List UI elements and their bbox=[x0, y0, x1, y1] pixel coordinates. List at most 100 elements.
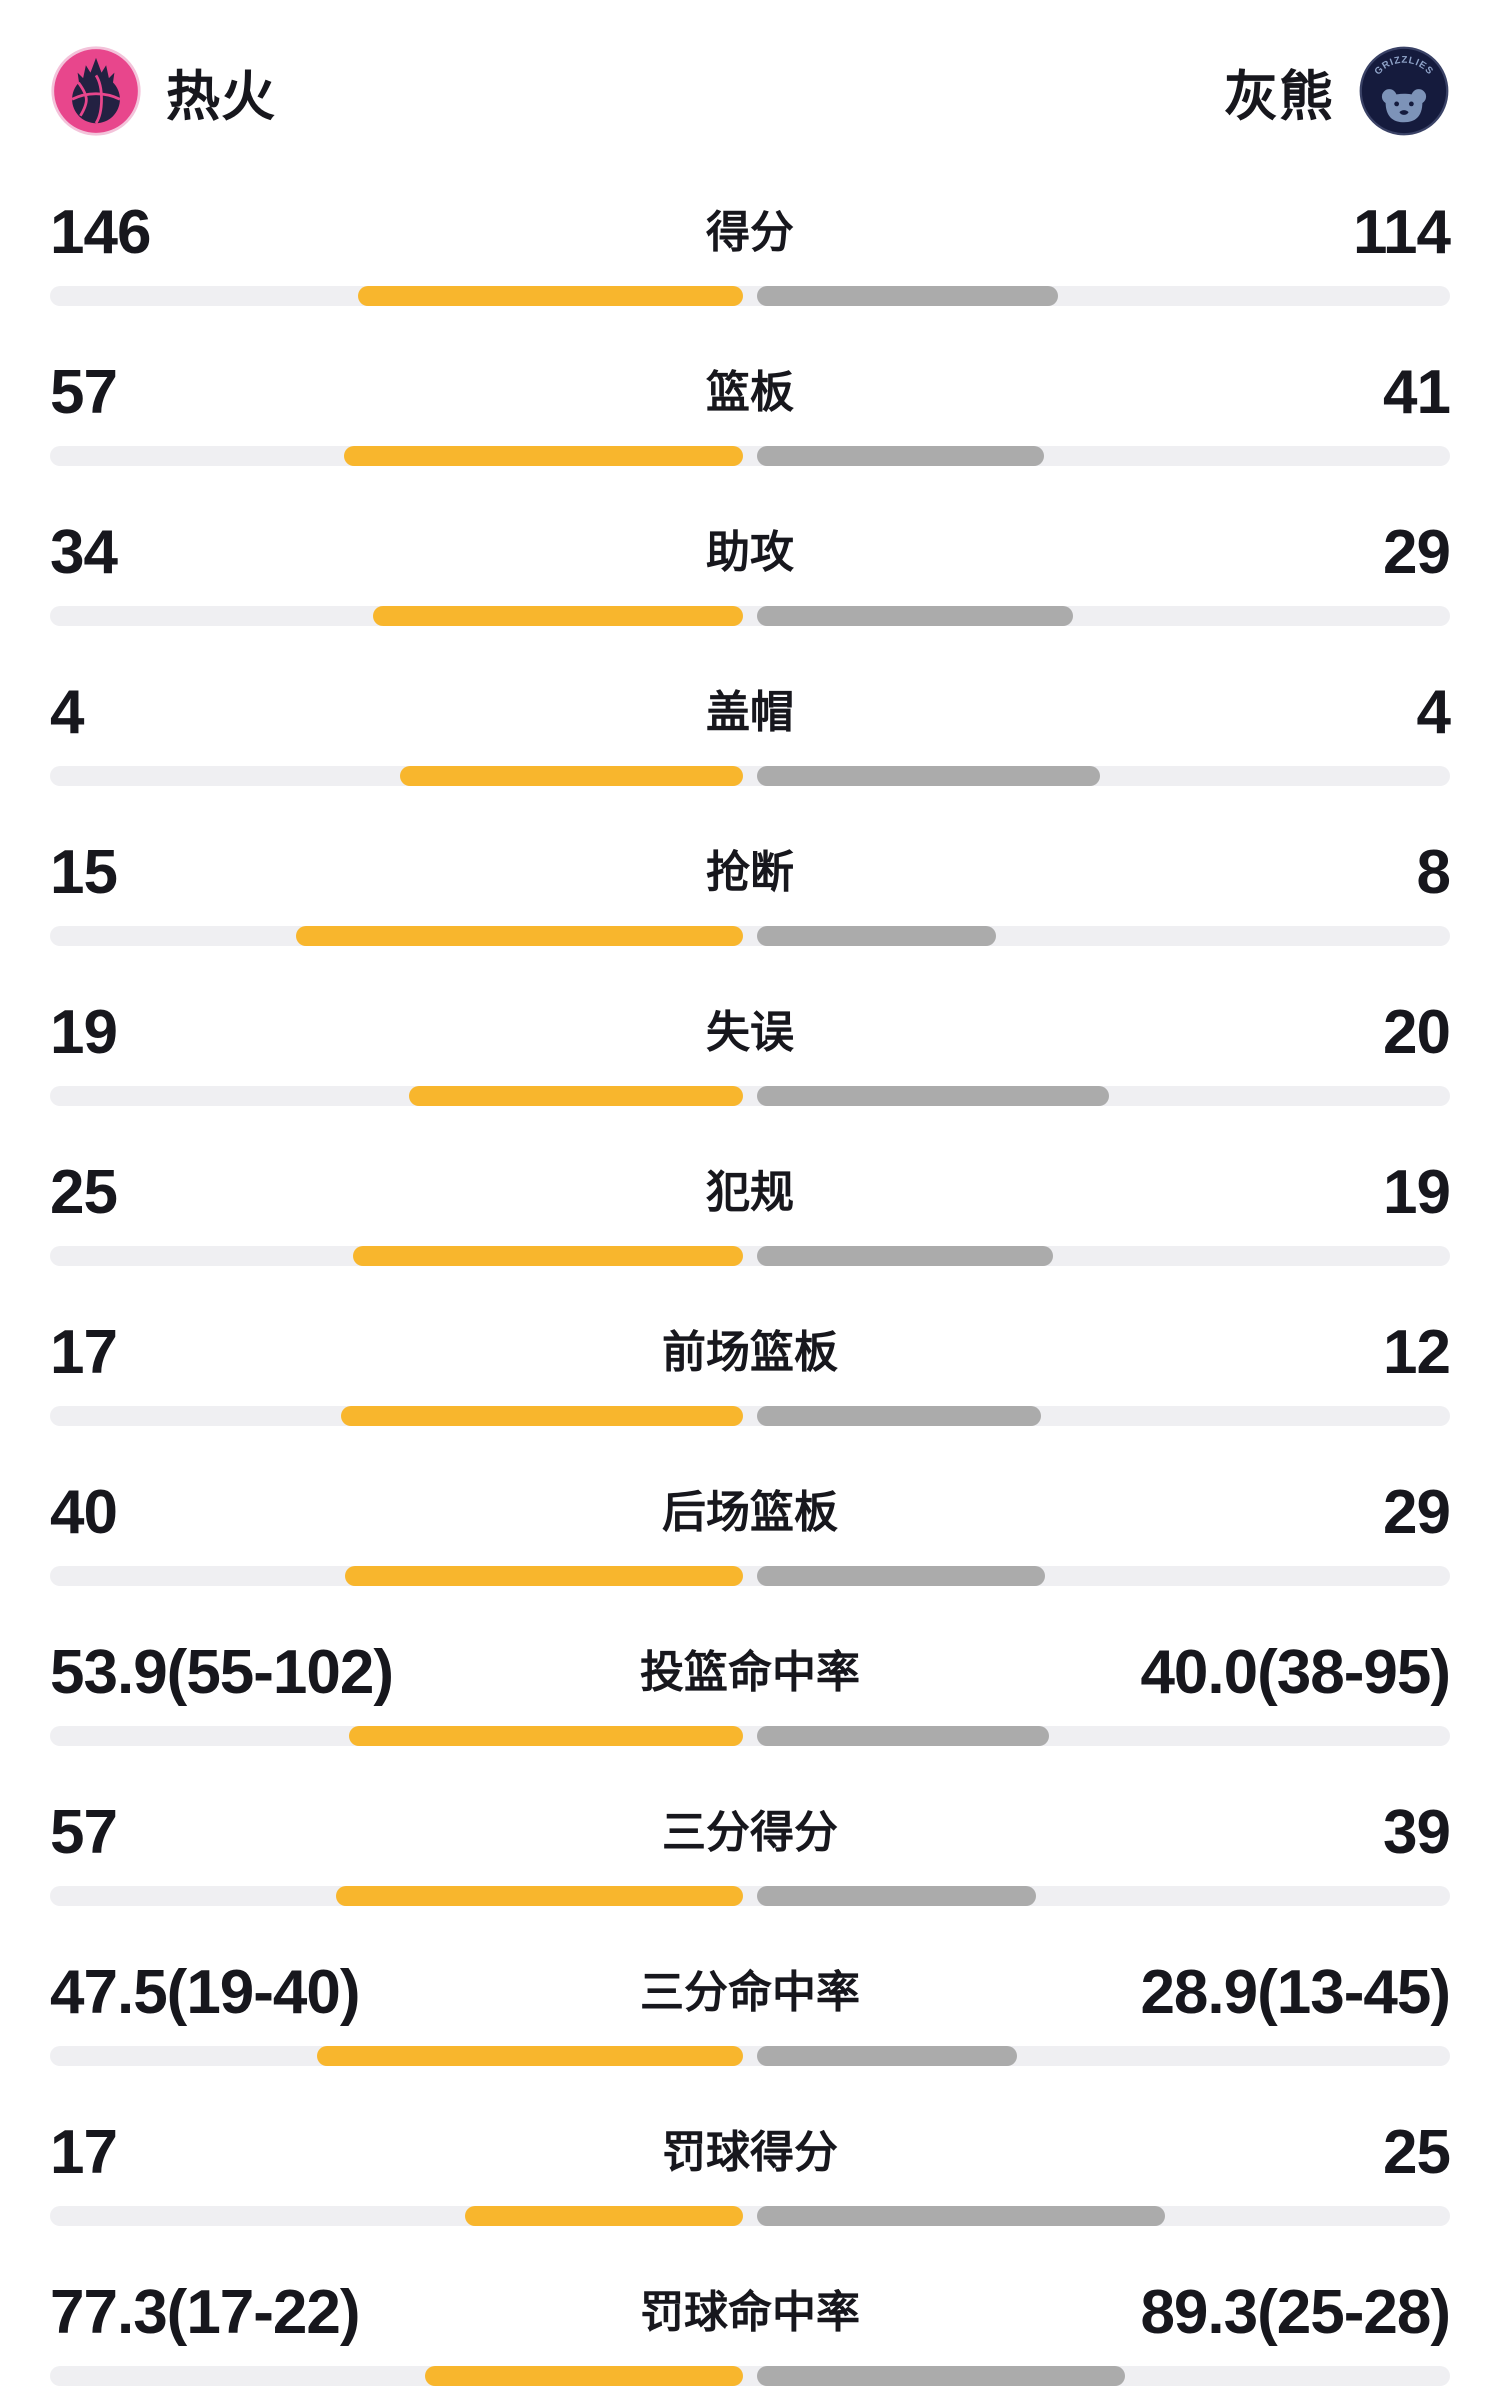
home-stat-value: 17 bbox=[50, 2118, 118, 2187]
stat-row: 40 后场篮板 29 bbox=[50, 1478, 1451, 1586]
stat-label: 罚球命中率 bbox=[640, 2288, 860, 2337]
stat-bar-track bbox=[50, 2046, 1450, 2066]
stat-label: 三分得分 bbox=[662, 1808, 838, 1857]
away-stat-bar bbox=[757, 1406, 1041, 1426]
stat-values-line: 34 助攻 29 bbox=[50, 518, 1451, 588]
away-stat-bar bbox=[757, 1886, 1036, 1906]
stat-row: 146 得分 114 bbox=[50, 198, 1451, 306]
away-stat-value: 114 bbox=[1352, 198, 1451, 267]
stat-bar-track bbox=[50, 606, 1450, 626]
home-stat-bar bbox=[357, 286, 743, 306]
grizzlies-logo-icon: GRIZZLIES bbox=[1358, 45, 1450, 137]
home-team-name: 热火 bbox=[166, 66, 276, 127]
stat-bar-track bbox=[50, 2206, 1450, 2226]
stat-values-line: 19 失误 20 bbox=[50, 998, 1451, 1068]
home-stat-bar bbox=[349, 1726, 743, 1746]
stats-list: 146 得分 114 57 篮板 41 34 助攻 29 bbox=[50, 198, 1451, 2386]
header: 热火 灰熊 GRIZZLIES bbox=[50, 36, 1450, 146]
home-stat-bar bbox=[465, 2206, 743, 2226]
home-stat-bar bbox=[345, 1566, 743, 1586]
stat-bar-track bbox=[50, 1406, 1450, 1426]
home-stat-bar bbox=[353, 1246, 743, 1266]
stat-label: 助攻 bbox=[706, 528, 794, 577]
stat-label: 犯规 bbox=[706, 1168, 794, 1217]
away-stat-bar bbox=[757, 286, 1058, 306]
home-stat-bar bbox=[335, 1886, 743, 1906]
stat-label: 后场篮板 bbox=[662, 1488, 838, 1537]
home-stat-bar bbox=[372, 606, 743, 626]
stat-bar-track bbox=[50, 2366, 1450, 2386]
stat-row: 57 篮板 41 bbox=[50, 358, 1451, 466]
away-stat-value: 89.3(25-28) bbox=[1140, 2278, 1451, 2347]
stat-values-line: 77.3(17-22) 罚球命中率 89.3(25-28) bbox=[50, 2278, 1451, 2348]
away-stat-value: 40.0(38-95) bbox=[1140, 1638, 1451, 1707]
home-stat-bar bbox=[408, 1086, 743, 1106]
stat-values-line: 40 后场篮板 29 bbox=[50, 1478, 1451, 1548]
home-stat-bar bbox=[344, 446, 743, 466]
stat-values-line: 17 前场篮板 12 bbox=[50, 1318, 1451, 1388]
away-stat-value: 39 bbox=[1383, 1798, 1451, 1867]
home-team: 热火 bbox=[50, 45, 276, 137]
stat-row: 34 助攻 29 bbox=[50, 518, 1451, 626]
stat-bar-track bbox=[50, 1726, 1450, 1746]
away-stat-value: 29 bbox=[1383, 518, 1451, 587]
home-stat-value: 25 bbox=[50, 1158, 118, 1227]
home-stat-value: 47.5(19-40) bbox=[50, 1958, 361, 2027]
stat-values-line: 57 篮板 41 bbox=[50, 358, 1451, 428]
away-stat-bar bbox=[757, 2046, 1017, 2066]
stat-row: 57 三分得分 39 bbox=[50, 1798, 1451, 1906]
home-stat-value: 40 bbox=[50, 1478, 118, 1547]
stat-bar-track bbox=[50, 1246, 1450, 1266]
away-stat-bar bbox=[757, 446, 1044, 466]
home-stat-bar bbox=[316, 2046, 743, 2066]
stat-row: 4 盖帽 4 bbox=[50, 678, 1451, 786]
stat-values-line: 146 得分 114 bbox=[50, 198, 1451, 268]
away-stat-bar bbox=[757, 2366, 1125, 2386]
stat-bar-track bbox=[50, 286, 1450, 306]
home-stat-bar bbox=[295, 926, 743, 946]
stat-bar-track bbox=[50, 1886, 1450, 1906]
home-stat-value: 57 bbox=[50, 1798, 118, 1867]
stat-values-line: 17 罚球得分 25 bbox=[50, 2118, 1451, 2188]
away-stat-value: 29 bbox=[1383, 1478, 1451, 1547]
stat-bar-track bbox=[50, 1086, 1450, 1106]
stat-values-line: 4 盖帽 4 bbox=[50, 678, 1451, 748]
stat-row: 17 前场篮板 12 bbox=[50, 1318, 1451, 1426]
away-stat-bar bbox=[757, 766, 1100, 786]
stat-bar-track bbox=[50, 1566, 1450, 1586]
home-stat-value: 4 bbox=[50, 678, 84, 747]
home-stat-value: 17 bbox=[50, 1318, 118, 1387]
stat-values-line: 25 犯规 19 bbox=[50, 1158, 1451, 1228]
stat-label: 失误 bbox=[706, 1008, 794, 1057]
away-stat-value: 25 bbox=[1383, 2118, 1451, 2187]
away-team-name: 灰熊 bbox=[1224, 66, 1334, 127]
home-stat-value: 77.3(17-22) bbox=[50, 2278, 361, 2347]
stat-row: 25 犯规 19 bbox=[50, 1158, 1451, 1266]
away-stat-bar bbox=[757, 926, 996, 946]
stat-row: 17 罚球得分 25 bbox=[50, 2118, 1451, 2226]
away-stat-bar bbox=[757, 1566, 1046, 1586]
away-stat-value: 41 bbox=[1383, 358, 1451, 427]
away-stat-bar bbox=[757, 1246, 1054, 1266]
stat-row: 47.5(19-40) 三分命中率 28.9(13-45) bbox=[50, 1958, 1451, 2066]
stat-values-line: 15 抢断 8 bbox=[50, 838, 1451, 908]
away-stat-value: 20 bbox=[1383, 998, 1451, 1067]
home-stat-bar bbox=[340, 1406, 743, 1426]
home-stat-value: 34 bbox=[50, 518, 118, 587]
stat-row: 77.3(17-22) 罚球命中率 89.3(25-28) bbox=[50, 2278, 1451, 2386]
stat-row: 53.9(55-102) 投篮命中率 40.0(38-95) bbox=[50, 1638, 1451, 1746]
home-stat-value: 15 bbox=[50, 838, 118, 907]
home-stat-value: 53.9(55-102) bbox=[50, 1638, 394, 1707]
stat-label: 篮板 bbox=[706, 368, 794, 417]
stat-bar-track bbox=[50, 926, 1450, 946]
away-stat-value: 8 bbox=[1416, 838, 1451, 907]
stat-label: 盖帽 bbox=[706, 688, 794, 737]
away-stat-bar bbox=[757, 1086, 1109, 1106]
stat-label: 得分 bbox=[706, 208, 794, 257]
home-stat-value: 57 bbox=[50, 358, 118, 427]
stat-bar-track bbox=[50, 446, 1450, 466]
away-stat-bar bbox=[757, 606, 1073, 626]
home-stat-bar bbox=[424, 2366, 743, 2386]
stat-label: 前场篮板 bbox=[662, 1328, 838, 1377]
